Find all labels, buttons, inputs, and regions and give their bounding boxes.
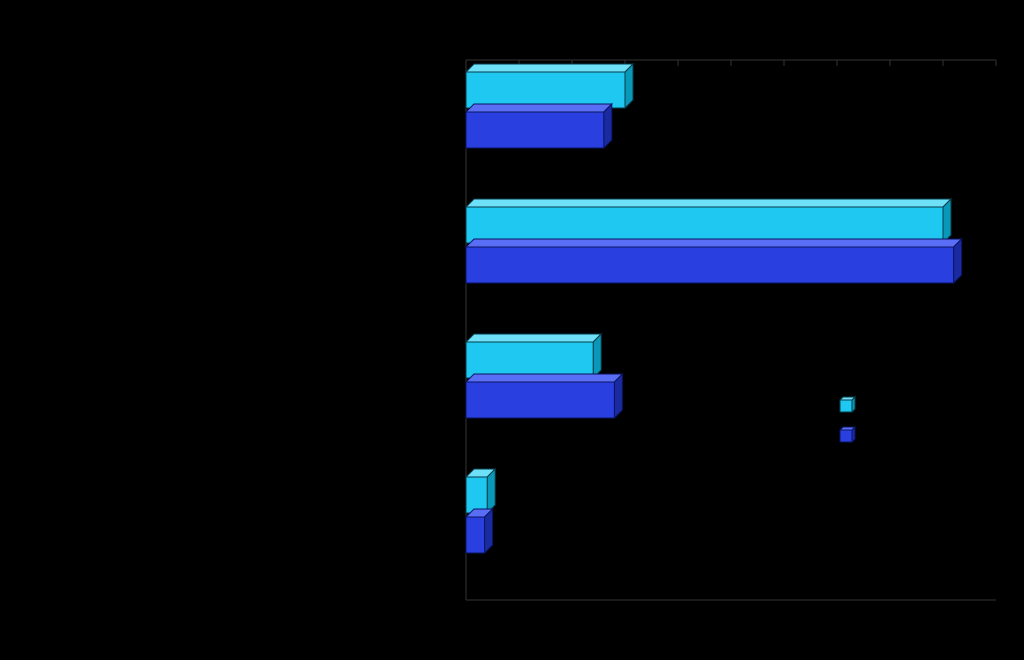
bar-side-A-series_b: [604, 104, 612, 148]
bar-top-A-series_a: [466, 64, 633, 72]
bar-front-A-series_b: [466, 112, 604, 148]
chart-container: [0, 0, 1024, 655]
bar-front-A-series_a: [466, 72, 625, 108]
bar-side-C-series_b: [614, 374, 622, 418]
bar-front-D-series_a: [466, 477, 487, 513]
bar-top-C-series_b: [466, 374, 622, 382]
bar-front-D-series_b: [466, 517, 485, 553]
bar-side-D-series_a: [487, 469, 495, 513]
bar-side-B-series_b: [954, 239, 962, 283]
legend-marker-front: [840, 430, 852, 442]
bar-top-C-series_a: [466, 334, 601, 342]
bar-top-B-series_b: [466, 239, 962, 247]
bar-top-B-series_a: [466, 199, 951, 207]
bar-side-C-series_a: [593, 334, 601, 378]
bar-front-B-series_a: [466, 207, 943, 243]
bar-C-series_b: [466, 374, 622, 418]
bar-A-series_b: [466, 104, 612, 148]
bar-front-B-series_b: [466, 247, 954, 283]
legend-item-series_a: [840, 397, 855, 412]
chart-svg: [0, 0, 1024, 655]
bar-D-series_a: [466, 469, 495, 513]
bar-side-D-series_b: [485, 509, 493, 553]
bar-front-C-series_b: [466, 382, 614, 418]
legend-marker-front: [840, 400, 852, 412]
bar-side-A-series_a: [625, 64, 633, 108]
bar-side-B-series_a: [943, 199, 951, 243]
bar-C-series_a: [466, 334, 601, 378]
bar-B-series_a: [466, 199, 951, 243]
bar-top-A-series_b: [466, 104, 612, 112]
bar-D-series_b: [466, 509, 493, 553]
bar-A-series_a: [466, 64, 633, 108]
bar-front-C-series_a: [466, 342, 593, 378]
legend-item-series_b: [840, 427, 855, 442]
bar-B-series_b: [466, 239, 962, 283]
